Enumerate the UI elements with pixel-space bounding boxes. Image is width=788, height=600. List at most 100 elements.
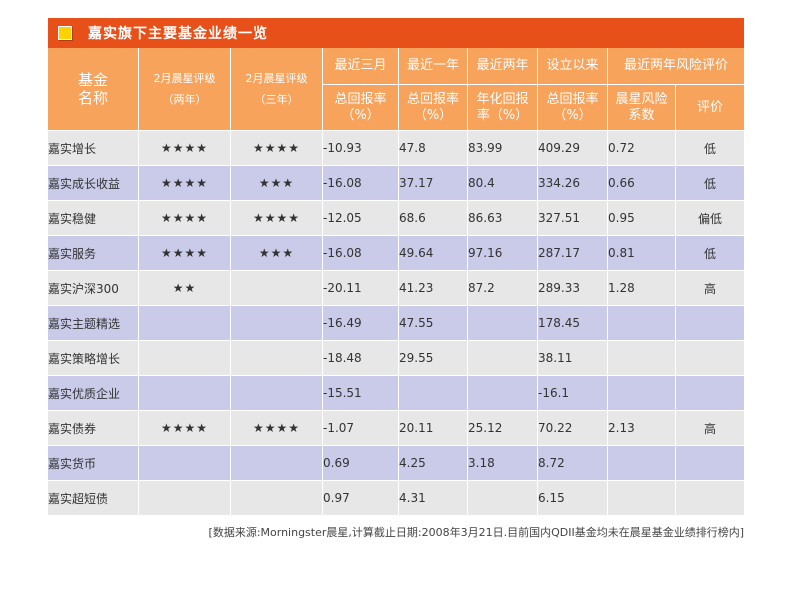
- column-header-2y-annualized: 年化回报 率（%）: [468, 85, 538, 131]
- evaluation-cell: 偏低: [676, 201, 745, 236]
- risk-coefficient-cell: 0.95: [608, 201, 676, 236]
- evaluation-cell: 高: [676, 271, 745, 306]
- table-row: 嘉实主题精选 -16.49 47.55 178.45: [48, 306, 745, 341]
- page-title: 嘉实旗下主要基金业绩一览: [88, 26, 268, 42]
- return-1y-cell: 47.55: [399, 306, 468, 341]
- return-1y-cell: 68.6: [399, 201, 468, 236]
- table-row: 嘉实稳健 ★★★★ ★★★★ -12.05 68.6 86.63 327.51 …: [48, 201, 745, 236]
- fund-name-cell: 嘉实主题精选: [48, 306, 139, 341]
- column-header-fund-name: 基金 名称: [48, 48, 139, 131]
- risk-coefficient-cell: [608, 481, 676, 516]
- return-3m-cell: -15.51: [323, 376, 399, 411]
- fund-name-cell: 嘉实债券: [48, 411, 139, 446]
- column-header-since-return: 总回报率 （%）: [538, 85, 608, 131]
- return-2y-cell: [468, 376, 538, 411]
- return-1y-cell: 49.64: [399, 236, 468, 271]
- rating-2y-cell: ★★★★: [139, 166, 231, 201]
- rating-2y-cell: [139, 446, 231, 481]
- evaluation-cell: 低: [676, 236, 745, 271]
- return-3m-cell: -12.05: [323, 201, 399, 236]
- header-row-2: 总回报率 （%） 总回报率 （%） 年化回报 率（%） 总回报率 （%） 晨星风…: [48, 85, 745, 131]
- table-row: 嘉实货币 0.69 4.25 3.18 8.72: [48, 446, 745, 481]
- risk-coefficient-cell: [608, 306, 676, 341]
- return-since-cell: 6.15: [538, 481, 608, 516]
- evaluation-cell: [676, 306, 745, 341]
- rating-3y-cell: [231, 481, 323, 516]
- return-3m-cell: -10.93: [323, 131, 399, 166]
- column-group-2y: 最近两年: [468, 48, 538, 85]
- evaluation-cell: [676, 446, 745, 481]
- return-since-cell: 70.22: [538, 411, 608, 446]
- return-3m-cell: -16.08: [323, 236, 399, 271]
- return-1y-cell: 47.8: [399, 131, 468, 166]
- data-source-footnote: [数据来源:Morningster晨星,计算截止日期:2008年3月21日.目前…: [208, 526, 744, 539]
- risk-coefficient-cell: 0.81: [608, 236, 676, 271]
- return-3m-cell: -16.49: [323, 306, 399, 341]
- fund-name-cell: 嘉实货币: [48, 446, 139, 481]
- rating-3y-cell: ★★★★: [231, 201, 323, 236]
- risk-coefficient-cell: [608, 341, 676, 376]
- evaluation-cell: 低: [676, 166, 745, 201]
- fund-performance-table: 基金 名称 2月晨星评级 （两年） 2月晨星评级 （三年） 最近三月 最近一年 …: [48, 48, 745, 516]
- return-2y-cell: [468, 341, 538, 376]
- return-since-cell: 289.33: [538, 271, 608, 306]
- return-2y-cell: 86.63: [468, 201, 538, 236]
- fund-name-cell: 嘉实优质企业: [48, 376, 139, 411]
- return-1y-cell: 4.25: [399, 446, 468, 481]
- return-1y-cell: 41.23: [399, 271, 468, 306]
- rating-2y-cell: ★★★★: [139, 236, 231, 271]
- return-since-cell: 38.11: [538, 341, 608, 376]
- yellow-square-icon: [58, 26, 72, 40]
- fund-name-cell: 嘉实沪深300: [48, 271, 139, 306]
- return-3m-cell: 0.69: [323, 446, 399, 481]
- fund-name-cell: 嘉实增长: [48, 131, 139, 166]
- column-header-risk-coefficient: 晨星风险 系数: [608, 85, 676, 131]
- risk-coefficient-cell: 1.28: [608, 271, 676, 306]
- return-3m-cell: -20.11: [323, 271, 399, 306]
- rating-2y-cell: [139, 481, 231, 516]
- return-2y-cell: [468, 306, 538, 341]
- risk-coefficient-cell: [608, 446, 676, 481]
- rating-3y-cell: ★★★: [231, 166, 323, 201]
- table-row: 嘉实增长 ★★★★ ★★★★ -10.93 47.8 83.99 409.29 …: [48, 131, 745, 166]
- column-header-3m-return: 总回报率 （%）: [323, 85, 399, 131]
- rating-3y-cell: ★★★★: [231, 131, 323, 166]
- header-row-1: 基金 名称 2月晨星评级 （两年） 2月晨星评级 （三年） 最近三月 最近一年 …: [48, 48, 745, 131]
- rating-2y-cell: [139, 306, 231, 341]
- return-1y-cell: 20.11: [399, 411, 468, 446]
- column-group-risk: 最近两年风险评价: [608, 48, 745, 85]
- fund-name-cell: 嘉实稳健: [48, 201, 139, 236]
- return-since-cell: 334.26: [538, 166, 608, 201]
- return-since-cell: 8.72: [538, 446, 608, 481]
- table-row: 嘉实债券 ★★★★ ★★★★ -1.07 20.11 25.12 70.22 2…: [48, 411, 745, 446]
- evaluation-cell: [676, 481, 745, 516]
- column-header-rating-3y: 2月晨星评级 （三年）: [231, 48, 323, 131]
- return-3m-cell: -16.08: [323, 166, 399, 201]
- rating-3y-cell: [231, 306, 323, 341]
- rating-2y-cell: ★★★★: [139, 201, 231, 236]
- return-1y-cell: 29.55: [399, 341, 468, 376]
- rating-2y-cell: [139, 376, 231, 411]
- return-since-cell: -16.1: [538, 376, 608, 411]
- table-row: 嘉实策略增长 -18.48 29.55 38.11: [48, 341, 745, 376]
- return-3m-cell: 0.97: [323, 481, 399, 516]
- evaluation-cell: 低: [676, 131, 745, 166]
- rating-3y-cell: ★★★★: [231, 411, 323, 446]
- fund-name-cell: 嘉实成长收益: [48, 166, 139, 201]
- return-1y-cell: [399, 376, 468, 411]
- return-since-cell: 287.17: [538, 236, 608, 271]
- return-3m-cell: -1.07: [323, 411, 399, 446]
- rating-2y-cell: [139, 341, 231, 376]
- rating-3y-cell: [231, 271, 323, 306]
- column-group-since: 设立以来: [538, 48, 608, 85]
- column-group-3m: 最近三月: [323, 48, 399, 85]
- evaluation-cell: 高: [676, 411, 745, 446]
- return-2y-cell: 87.2: [468, 271, 538, 306]
- column-header-evaluation: 评价: [676, 85, 745, 131]
- fund-name-cell: 嘉实策略增长: [48, 341, 139, 376]
- rating-2y-cell: ★★: [139, 271, 231, 306]
- fund-name-cell: 嘉实服务: [48, 236, 139, 271]
- column-header-rating-2y: 2月晨星评级 （两年）: [139, 48, 231, 131]
- return-2y-cell: [468, 481, 538, 516]
- return-since-cell: 409.29: [538, 131, 608, 166]
